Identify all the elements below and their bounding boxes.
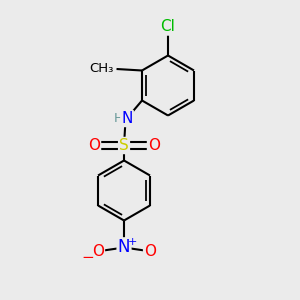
Text: H: H (114, 112, 124, 125)
Text: S: S (119, 138, 129, 153)
Text: N: N (121, 111, 133, 126)
Text: O: O (148, 138, 160, 153)
Text: Cl: Cl (160, 20, 175, 34)
Text: N: N (118, 238, 130, 256)
Text: CH₃: CH₃ (90, 62, 114, 76)
Text: +: + (128, 237, 137, 247)
Text: O: O (92, 244, 104, 259)
Text: −: − (82, 250, 94, 265)
Text: O: O (88, 138, 100, 153)
Text: O: O (144, 244, 156, 259)
